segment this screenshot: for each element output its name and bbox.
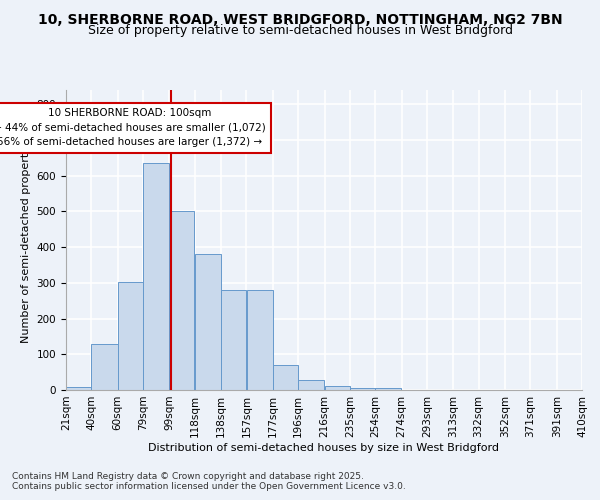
Bar xyxy=(375,388,401,390)
X-axis label: Distribution of semi-detached houses by size in West Bridgford: Distribution of semi-detached houses by … xyxy=(149,442,499,452)
Bar xyxy=(170,210,194,390)
Bar xyxy=(195,254,221,390)
Bar xyxy=(298,380,325,390)
Bar xyxy=(273,365,298,390)
Bar xyxy=(118,282,143,390)
Text: Contains HM Land Registry data © Crown copyright and database right 2025.: Contains HM Land Registry data © Crown c… xyxy=(12,472,364,481)
Bar xyxy=(143,163,169,390)
Bar xyxy=(66,387,91,390)
Text: Contains public sector information licensed under the Open Government Licence v3: Contains public sector information licen… xyxy=(12,482,406,491)
Text: 10, SHERBORNE ROAD, WEST BRIDGFORD, NOTTINGHAM, NG2 7BN: 10, SHERBORNE ROAD, WEST BRIDGFORD, NOTT… xyxy=(38,12,562,26)
Y-axis label: Number of semi-detached properties: Number of semi-detached properties xyxy=(21,137,31,343)
Bar xyxy=(325,386,350,390)
Bar xyxy=(91,344,118,390)
Text: 10 SHERBORNE ROAD: 100sqm
← 44% of semi-detached houses are smaller (1,072)
56% : 10 SHERBORNE ROAD: 100sqm ← 44% of semi-… xyxy=(0,108,266,148)
Text: Size of property relative to semi-detached houses in West Bridgford: Size of property relative to semi-detach… xyxy=(88,24,512,37)
Bar xyxy=(247,290,273,390)
Bar xyxy=(350,388,375,390)
Bar xyxy=(221,290,246,390)
